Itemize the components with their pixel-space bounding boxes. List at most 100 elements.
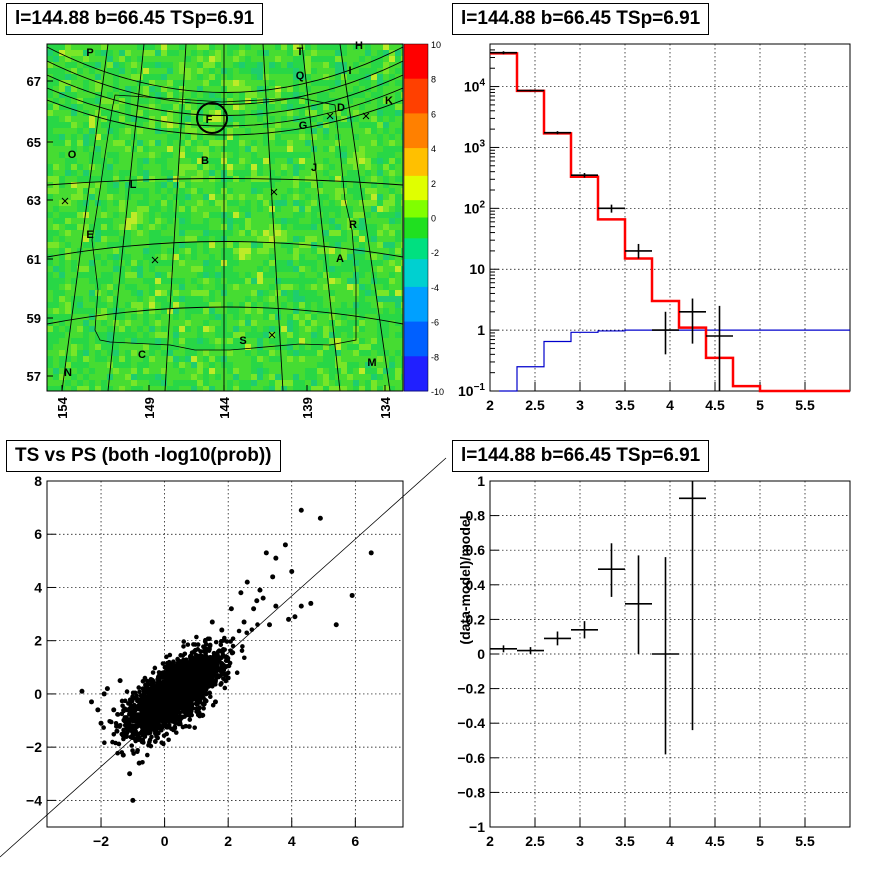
heatmap-cell [161, 140, 168, 147]
heatmap-cell [137, 272, 144, 279]
heatmap-cell [311, 44, 318, 51]
heatmap-cell [311, 170, 318, 177]
heatmap-cell [119, 260, 126, 267]
heatmap-cell [167, 320, 174, 327]
heatmap-cell [167, 56, 174, 63]
heatmap-cell [251, 302, 258, 309]
heatmap-cell [143, 338, 150, 345]
heatmap-cell [401, 374, 403, 381]
heatmap-cell [209, 242, 216, 249]
heatmap-cell [131, 254, 138, 261]
heatmap-cell [371, 194, 378, 201]
heatmap-cell [305, 266, 312, 273]
heatmap-cell [257, 254, 264, 261]
heatmap-cell [371, 110, 378, 117]
heatmap-cell [149, 56, 156, 63]
heatmap-cell [383, 320, 390, 327]
heatmap-cell [377, 248, 384, 255]
heatmap-cell [83, 344, 90, 351]
heatmap-cell [395, 188, 402, 195]
heatmap-cell [215, 368, 222, 375]
heatmap-cell [341, 134, 348, 141]
heatmap-cell [299, 362, 306, 369]
heatmap-cell [197, 98, 204, 105]
heatmap-cell [227, 140, 234, 147]
heatmap-cell [293, 200, 300, 207]
heatmap-cell [329, 254, 336, 261]
heatmap-cell [263, 242, 270, 249]
heatmap-cell [77, 122, 84, 129]
heatmap-cell [155, 350, 162, 357]
heatmap-cell [269, 140, 276, 147]
heatmap-cell [161, 86, 168, 93]
heatmap-cell [143, 332, 150, 339]
heatmap-cell [227, 170, 234, 177]
heatmap-cell [113, 218, 120, 225]
heatmap-cell [77, 272, 84, 279]
heatmap-cell [305, 290, 312, 297]
heatmap-cell [209, 254, 216, 261]
heatmap-cell [197, 350, 204, 357]
heatmap-cell [59, 374, 66, 381]
heatmap-cell [71, 284, 78, 291]
heatmap-cell [329, 164, 336, 171]
heatmap-cell [311, 254, 318, 261]
heatmap-cell [335, 248, 342, 255]
heatmap-cell [131, 374, 138, 381]
heatmap-cell [113, 380, 120, 387]
heatmap-cell [179, 50, 186, 57]
heatmap-cell [101, 194, 108, 201]
heatmap-cell [323, 44, 330, 51]
heatmap-cell [377, 140, 384, 147]
heatmap-cell [239, 62, 246, 69]
heatmap-cell [185, 224, 192, 231]
heatmap-cell [323, 254, 330, 261]
heatmap-cell [401, 86, 403, 93]
heatmap-cell [179, 122, 186, 129]
heatmap-cell [89, 314, 96, 321]
heatmap-cell [365, 386, 372, 391]
heatmap-cell [383, 350, 390, 357]
heatmap-cell [101, 242, 108, 249]
heatmap-cell [377, 56, 384, 63]
heatmap-cell [317, 200, 324, 207]
heatmap-cell [299, 164, 306, 171]
heatmap-cell [197, 332, 204, 339]
heatmap-cell [293, 362, 300, 369]
heatmap-cell [125, 188, 132, 195]
heatmap-cell [311, 74, 318, 81]
heatmap-cell [119, 356, 126, 363]
heatmap-cell [77, 260, 84, 267]
heatmap-cell [317, 356, 324, 363]
heatmap-cell [119, 68, 126, 75]
heatmap-cell [83, 386, 90, 391]
heatmap-cell [353, 260, 360, 267]
heatmap-cell [77, 44, 84, 51]
heatmap-cell [71, 68, 78, 75]
heatmap-cell [365, 176, 372, 183]
heatmap-cell [227, 362, 234, 369]
heatmap-cell [77, 104, 84, 111]
heatmap-cell [269, 326, 276, 333]
heatmap-cell [371, 254, 378, 261]
heatmap-cell [377, 158, 384, 165]
heatmap-cell [59, 284, 66, 291]
heatmap-cell [275, 254, 282, 261]
heatmap-cell [101, 272, 108, 279]
heatmap-cell [167, 332, 174, 339]
heatmap-cell [377, 254, 384, 261]
heatmap-cell [65, 230, 72, 237]
heatmap-cell [281, 200, 288, 207]
heatmap-cell [233, 230, 240, 237]
heatmap-cell [353, 236, 360, 243]
heatmap-cell [119, 272, 126, 279]
heatmap-cell [317, 188, 324, 195]
heatmap-cell [365, 344, 372, 351]
heatmap-cell [143, 344, 150, 351]
heatmap-cell [275, 224, 282, 231]
heatmap-cell [143, 290, 150, 297]
heatmap-cell [323, 338, 330, 345]
heatmap-cell [299, 386, 306, 391]
heatmap-cell [293, 98, 300, 105]
heatmap-cell [77, 284, 84, 291]
